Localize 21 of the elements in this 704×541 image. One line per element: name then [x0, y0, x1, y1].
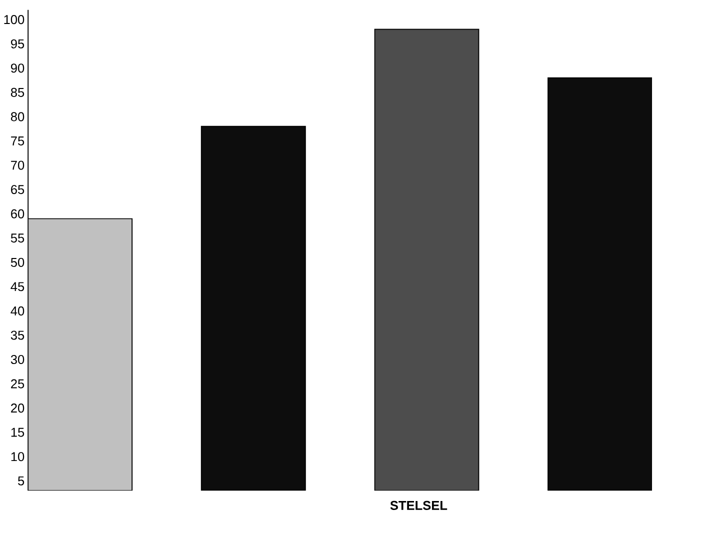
y-tick-label: 5 [18, 476, 24, 486]
y-tick-label: 55 [10, 234, 24, 243]
y-tick-label: 85 [10, 88, 24, 97]
y-tick-label: 60 [11, 209, 24, 218]
y-tick-label: 20 [11, 404, 24, 413]
y-tick-label: 25 [11, 379, 24, 388]
y-tick-label: 15 [11, 428, 24, 437]
y-tick-label: 10 [11, 452, 24, 462]
y-tick-label: 100 [4, 15, 24, 24]
y-tick-label: 80 [10, 112, 24, 122]
y-tick-label: 35 [10, 330, 24, 340]
y-tick-label: 50 [10, 258, 24, 267]
y-tick-label: 40 [10, 306, 24, 316]
y-tick-label: 90 [10, 64, 24, 73]
y-tick-label: 45 [10, 282, 24, 292]
y-tick-label: 75 [11, 136, 24, 146]
y-tick-label: 65 [11, 185, 24, 194]
y-tick-label: 95 [10, 39, 24, 48]
y-tick-label: 70 [11, 160, 24, 170]
x-axis-title: STELSEL [390, 500, 448, 510]
y-tick-label: 30 [10, 354, 24, 364]
